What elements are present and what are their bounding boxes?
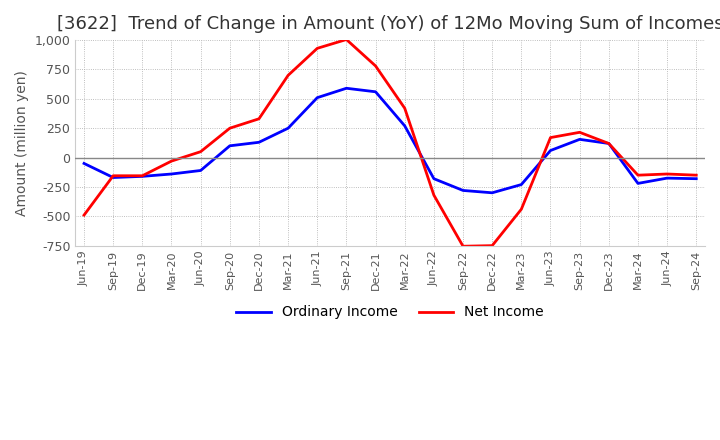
Ordinary Income — [167, 171, 176, 176]
Net Income — [692, 172, 701, 178]
Ordinary Income — [313, 95, 322, 100]
Net Income — [109, 173, 117, 178]
Ordinary Income — [663, 176, 672, 181]
Net Income — [546, 135, 555, 140]
Ordinary Income — [372, 89, 380, 95]
Ordinary Income — [138, 174, 147, 179]
Net Income — [400, 106, 409, 111]
Net Income — [284, 73, 292, 78]
Line: Ordinary Income: Ordinary Income — [84, 88, 696, 193]
Net Income — [605, 141, 613, 146]
Net Income — [634, 172, 642, 178]
Ordinary Income — [400, 123, 409, 128]
Ordinary Income — [546, 148, 555, 153]
Net Income — [372, 63, 380, 69]
Ordinary Income — [517, 182, 526, 187]
Net Income — [488, 243, 497, 248]
Net Income — [255, 116, 264, 121]
Ordinary Income — [342, 86, 351, 91]
Y-axis label: Amount (million yen): Amount (million yen) — [15, 70, 29, 216]
Ordinary Income — [255, 139, 264, 145]
Net Income — [313, 46, 322, 51]
Ordinary Income — [692, 176, 701, 181]
Net Income — [430, 193, 438, 198]
Title: [3622]  Trend of Change in Amount (YoY) of 12Mo Moving Sum of Incomes: [3622] Trend of Change in Amount (YoY) o… — [57, 15, 720, 33]
Ordinary Income — [80, 161, 89, 166]
Legend: Ordinary Income, Net Income: Ordinary Income, Net Income — [230, 300, 549, 325]
Net Income — [342, 37, 351, 42]
Ordinary Income — [575, 137, 584, 142]
Ordinary Income — [605, 141, 613, 146]
Ordinary Income — [197, 168, 205, 173]
Net Income — [167, 158, 176, 164]
Ordinary Income — [634, 181, 642, 186]
Ordinary Income — [284, 125, 292, 131]
Net Income — [80, 213, 89, 218]
Ordinary Income — [225, 143, 234, 148]
Net Income — [663, 171, 672, 176]
Net Income — [225, 125, 234, 131]
Net Income — [459, 244, 467, 249]
Net Income — [575, 130, 584, 135]
Ordinary Income — [430, 176, 438, 181]
Line: Net Income: Net Income — [84, 40, 696, 246]
Net Income — [197, 149, 205, 154]
Net Income — [517, 207, 526, 212]
Ordinary Income — [109, 175, 117, 180]
Ordinary Income — [488, 190, 497, 195]
Net Income — [138, 173, 147, 178]
Ordinary Income — [459, 188, 467, 193]
